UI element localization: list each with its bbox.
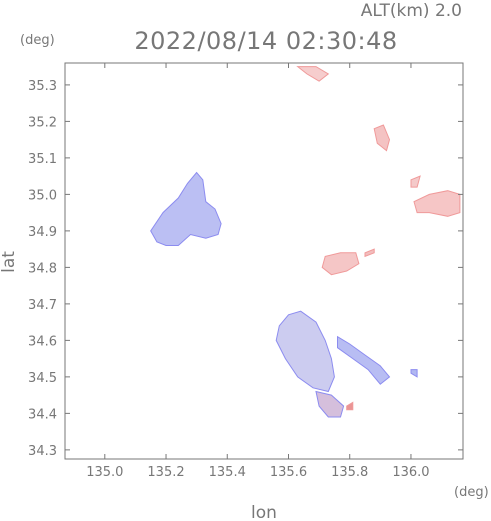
y-tick-label: 34.7 — [28, 298, 57, 313]
y-axis-unit: (deg) — [20, 33, 55, 48]
x-tick-label: 136.0 — [392, 465, 429, 480]
y-tick-label: 34.5 — [28, 371, 57, 386]
y-axis-label: lat — [0, 251, 19, 273]
echo-region-red-spot-south — [346, 401, 354, 411]
x-tick-label: 135.0 — [86, 465, 123, 480]
y-tick-label: 35.3 — [28, 79, 57, 94]
chart-datetime-title: 2022/08/14 02:30:48 — [134, 27, 397, 55]
echo-region-blue-cluster-northwest — [150, 171, 222, 246]
plot-frame — [64, 62, 464, 460]
echo-region-blue-dot-east — [410, 369, 418, 378]
x-tick-label: 135.4 — [209, 465, 246, 480]
echo-region-pink-blob-top — [296, 66, 330, 82]
x-tick-label: 135.6 — [270, 465, 307, 480]
echo-region-pink-dash-middle — [364, 248, 375, 258]
echo-layer — [150, 66, 461, 418]
tick-layer: 135.0 135.2 135.4 135.6 135.8 136.0 34.3 34.4 34… — [28, 63, 463, 480]
echo-region-mixed-cluster-south — [275, 310, 335, 393]
x-tick-label: 135.2 — [147, 465, 184, 480]
echo-region-pink-cluster-northeast — [413, 190, 461, 217]
y-tick-label: 34.6 — [28, 334, 57, 349]
x-tick-label: 135.8 — [331, 465, 368, 480]
y-tick-label: 34.8 — [28, 261, 57, 276]
y-tick-label: 35.0 — [28, 188, 57, 203]
x-axis-label: lon — [251, 503, 277, 521]
y-tick-label: 35.2 — [28, 115, 57, 130]
echo-region-mixed-tail-south — [315, 390, 345, 418]
echo-region-pink-dot-right — [410, 175, 421, 188]
echo-region-blue-streak-southeast — [337, 335, 391, 385]
y-tick-label: 34.4 — [28, 407, 57, 422]
y-tick-label: 34.3 — [28, 444, 57, 459]
echo-region-pink-streak-upper-right — [373, 124, 391, 152]
echo-region-pink-band-middle — [321, 252, 360, 276]
altitude-label: ALT(km) 2.0 — [361, 1, 462, 21]
y-tick-label: 35.1 — [28, 152, 57, 167]
x-axis-unit: (deg) — [454, 485, 489, 500]
y-tick-label: 34.9 — [28, 225, 57, 240]
